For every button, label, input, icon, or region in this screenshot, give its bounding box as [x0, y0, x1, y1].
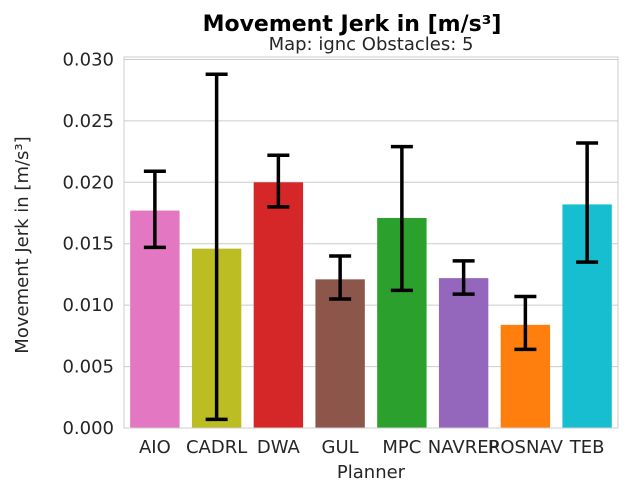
- error-bar-rosnav: [514, 294, 537, 352]
- x-tick-label: NAVREP: [428, 437, 500, 458]
- y-tick-labels: 0.000 0.005 0.010 0.015 0.020 0.025 0.030: [62, 49, 114, 439]
- y-tick-label: 0.015: [62, 234, 114, 255]
- y-tick-label: 0.025: [62, 111, 114, 132]
- chart-title-text: Movement Jerk in [m/s³]: [203, 12, 502, 37]
- y-tick-label: 0.030: [62, 49, 114, 70]
- x-tick-label: ROSNAV: [488, 437, 564, 458]
- x-tick-label: CADRL: [186, 437, 247, 458]
- error-bars: [143, 72, 599, 422]
- x-tick-label: MPC: [382, 437, 421, 458]
- plot-frame: [123, 56, 619, 429]
- y-tick-label: 0.000: [62, 418, 114, 439]
- error-bar-cadrl: [205, 72, 228, 422]
- y-axis-label: Movement Jerk in [m/s³]: [12, 136, 33, 353]
- error-bar-aio: [143, 169, 166, 250]
- x-tick-label: DWA: [257, 437, 301, 458]
- x-tick-label: TEB: [569, 437, 605, 458]
- error-bar-navrep: [452, 259, 475, 296]
- error-bar-mpc: [390, 144, 413, 293]
- bar-gul: [315, 279, 365, 428]
- error-bar-dwa: [267, 153, 290, 209]
- bar-navrep: [438, 278, 489, 428]
- y-tick-label: 0.005: [62, 357, 114, 378]
- error-bar-gul: [329, 254, 352, 301]
- bar-dwa: [253, 182, 304, 428]
- x-tick-label: AIO: [139, 437, 171, 458]
- chart-subtitle: Map: ignc Obstacles: 5: [269, 34, 474, 55]
- error-bar-teb: [576, 141, 599, 264]
- chart-title: Movement Jerk in [m/s³]: [203, 12, 502, 37]
- x-axis-label: Planner: [337, 462, 406, 483]
- y-tick-label: 0.010: [62, 295, 114, 316]
- x-tick-label: GUL: [322, 437, 359, 458]
- y-tick-label: 0.020: [62, 172, 114, 193]
